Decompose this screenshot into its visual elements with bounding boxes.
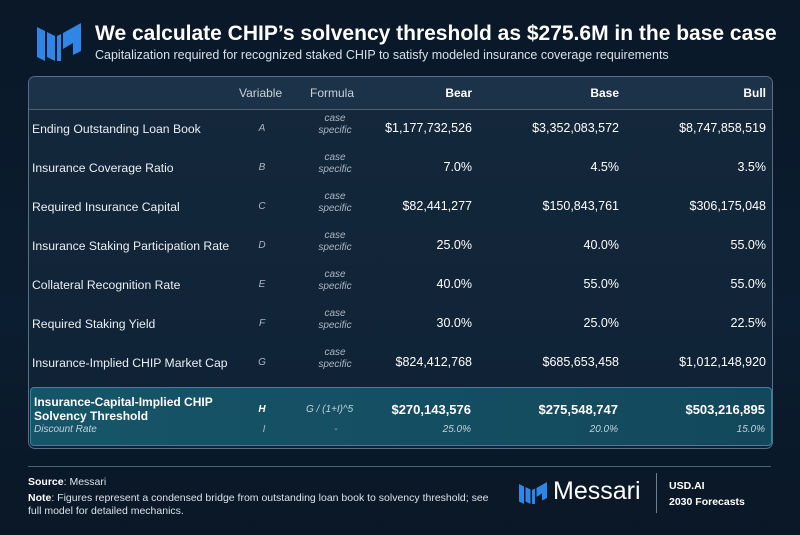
row-base-value: 4.5%: [590, 160, 620, 174]
row-formula: case specific: [318, 230, 352, 253]
table-row: Ending Outstanding Loan Book A case spec…: [29, 110, 772, 149]
table-row: Insurance Staking Participation Rate D c…: [29, 227, 772, 266]
row-bear-value: 40.0%: [436, 277, 472, 291]
row-bull-value: 55.0%: [730, 238, 766, 252]
messari-logo-icon: [519, 482, 547, 504]
row-base-value: $685,653,458: [542, 355, 619, 369]
row-label: Insurance Staking Participation Rate: [32, 239, 230, 253]
row-formula: case specific: [318, 191, 352, 214]
discount-rate-base: 20.0%: [589, 424, 618, 435]
messari-wordmark: Messari: [553, 477, 641, 505]
row-bull-value: $306,175,048: [689, 199, 766, 213]
row-bull-value: 22.5%: [730, 316, 766, 330]
row-label: Collateral Recognition Rate: [32, 278, 181, 292]
report-brand-name: USD.AI: [669, 480, 705, 492]
report-brand: USD.AI 2030 Forecasts: [669, 478, 745, 510]
discount-rate-label: Discount Rate: [34, 424, 97, 435]
row-variable: D: [258, 240, 266, 251]
column-header-base: Base: [590, 86, 619, 100]
brand-divider: [656, 473, 657, 513]
discount-rate-variable: I: [262, 424, 266, 435]
row-label: Ending Outstanding Loan Book: [32, 122, 201, 136]
solvency-threshold-base: $275,548,747: [538, 402, 618, 417]
solvency-threshold-row: Insurance-Capital-Implied CHIP Solvency …: [30, 387, 772, 446]
row-formula: case specific: [318, 347, 352, 370]
row-label: Insurance Coverage Ratio: [32, 161, 174, 175]
row-base-value: 55.0%: [583, 277, 619, 291]
row-bear-value: $824,412,768: [395, 355, 472, 369]
row-formula: case specific: [318, 152, 352, 175]
footer-divider: [28, 466, 771, 467]
column-header-bull: Bull: [743, 86, 766, 100]
page-title: We calculate CHIP’s solvency threshold a…: [95, 22, 777, 45]
table-row: Collateral Recognition Rate E case speci…: [29, 266, 772, 305]
column-header-bear: Bear: [445, 86, 472, 100]
table-row: Insurance Coverage Ratio B case specific…: [29, 149, 772, 188]
row-variable: E: [258, 279, 266, 290]
row-base-value: $150,843,761: [542, 199, 619, 213]
row-bull-value: $1,012,148,920: [679, 355, 766, 369]
row-bull-value: 55.0%: [730, 277, 766, 291]
row-base-value: 25.0%: [583, 316, 619, 330]
row-base-value: 40.0%: [583, 238, 619, 252]
solvency-threshold-formula: G / (1+I)^5: [306, 404, 354, 415]
messari-logo-icon: [37, 23, 81, 61]
row-variable: G: [258, 357, 266, 368]
solvency-threshold-label: Insurance-Capital-Implied CHIP Solvency …: [34, 395, 213, 423]
column-header-formula: Formula: [310, 86, 355, 100]
row-variable: F: [258, 318, 266, 329]
row-variable: A: [258, 123, 266, 134]
table-row: Required Insurance Capital C case specif…: [29, 188, 772, 227]
row-formula: case specific: [318, 308, 352, 331]
row-label: Insurance-Implied CHIP Market Cap: [32, 356, 228, 370]
discount-rate-bull: 15.0%: [736, 424, 765, 435]
solvency-threshold-bear: $270,143,576: [391, 402, 471, 417]
row-bull-value: 3.5%: [737, 160, 767, 174]
solvency-threshold-bull: $503,216,895: [685, 402, 765, 417]
page-subtitle: Capitalization required for recognized s…: [95, 48, 669, 62]
table-header: Variable Formula Bear Base Bull: [29, 77, 772, 110]
table-row: Insurance-Implied CHIP Market Cap G case…: [29, 344, 772, 383]
report-brand-series: 2030 Forecasts: [669, 496, 745, 508]
row-formula: case specific: [318, 269, 352, 292]
row-bear-value: $1,177,732,526: [385, 121, 472, 135]
discount-rate-formula: -: [334, 424, 338, 435]
row-variable: B: [258, 162, 266, 173]
row-bear-value: 30.0%: [436, 316, 472, 330]
methodology-note: Note: Figures represent a condensed brid…: [28, 492, 489, 517]
row-base-value: $3,352,083,572: [532, 121, 619, 135]
row-variable: C: [258, 201, 266, 212]
row-label: Required Insurance Capital: [32, 200, 180, 214]
discount-rate-bear: 25.0%: [442, 424, 471, 435]
row-bull-value: $8,747,858,519: [679, 121, 766, 135]
row-bear-value: $82,441,277: [402, 199, 472, 213]
source-note: Source: Messari: [28, 476, 107, 488]
column-header-variable: Variable: [239, 86, 283, 100]
solvency-threshold-variable: H: [258, 404, 266, 415]
table-row: Required Staking Yield F case specific 3…: [29, 305, 772, 344]
row-label: Required Staking Yield: [32, 317, 156, 331]
solvency-table: Variable Formula Bear Base Bull Ending O…: [28, 76, 773, 449]
row-formula: case specific: [318, 113, 352, 136]
row-bear-value: 7.0%: [443, 160, 473, 174]
row-bear-value: 25.0%: [436, 238, 472, 252]
